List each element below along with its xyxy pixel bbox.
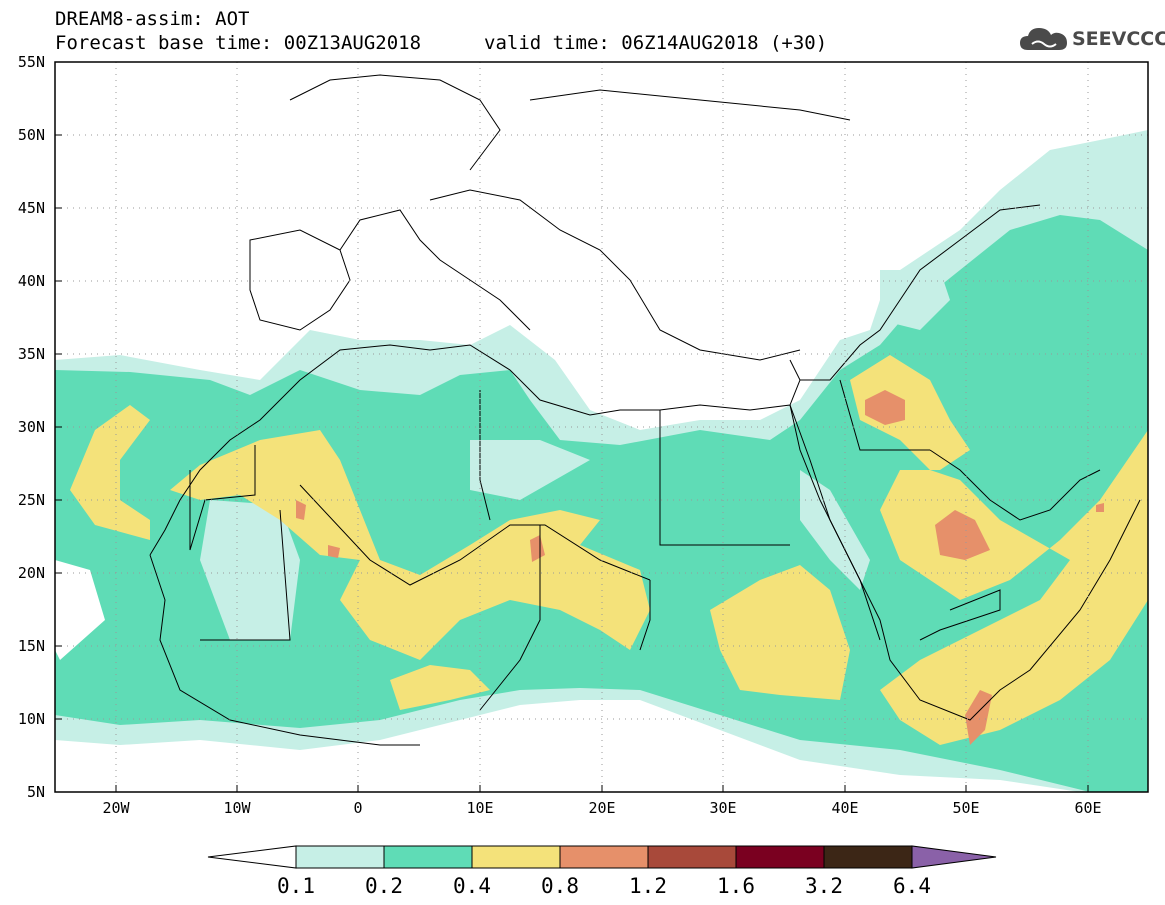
colorbar-label: 0.2 <box>365 874 403 898</box>
aot-field <box>55 74 1148 792</box>
lat-label: 15N <box>17 637 45 655</box>
aot-level-0.4-c <box>390 665 490 710</box>
colorbar-bin-1 <box>295 845 385 869</box>
lat-label: 35N <box>17 345 45 363</box>
colorbar-bin-6 <box>735 845 825 869</box>
colorbar-label: 6.4 <box>893 874 931 898</box>
lon-label: 10E <box>466 799 494 817</box>
lon-label: 40E <box>831 799 859 817</box>
lon-label: 20E <box>588 799 616 817</box>
lat-label: 25N <box>17 491 45 509</box>
lat-label: 55N <box>17 53 45 71</box>
lon-label: 0 <box>353 799 363 817</box>
colorbar-under-arrow <box>207 845 297 869</box>
aot-level-0.4-a <box>70 405 150 540</box>
lat-label: 50N <box>17 126 45 144</box>
colorbar-bin-2 <box>383 845 473 869</box>
lat-label: 30N <box>17 418 45 436</box>
lon-label: 20W <box>102 799 130 817</box>
aot-level-0.8-c <box>296 500 306 520</box>
lon-label: 30E <box>709 799 737 817</box>
lat-label: 20N <box>17 564 45 582</box>
coastlines <box>149 74 1141 746</box>
colorbar-bin-5 <box>647 845 737 869</box>
aot-level-0.8-a <box>865 390 905 425</box>
colorbar-label: 0.1 <box>277 874 315 898</box>
colorbar-label: 0.4 <box>453 874 491 898</box>
aot-level-0.4-b <box>170 430 650 660</box>
valid-time: valid time: 06Z14AUG2018 (+30) <box>484 32 828 54</box>
lat-label: 40N <box>17 272 45 290</box>
seevccc-logo: SEEVCCC <box>1018 24 1165 54</box>
chart-title: DREAM8-assim: AOT <box>55 8 250 30</box>
aot-level-0.4-e <box>850 355 1148 745</box>
axis-ticks <box>55 61 1089 793</box>
aot-level-0.4-d <box>710 565 850 700</box>
logo-text: SEEVCCC <box>1072 28 1165 50</box>
aot-level-0.8-f <box>965 690 992 745</box>
cloud-icon <box>1020 28 1067 50</box>
aot-level-0.8-b <box>935 510 990 560</box>
colorbar-label: 1.6 <box>717 874 755 898</box>
aot-level-0.8-e <box>530 535 545 562</box>
aot-level-0.8-g <box>1096 503 1104 512</box>
lat-label: 45N <box>17 199 45 217</box>
colorbar-label: 3.2 <box>805 874 843 898</box>
lon-label: 60E <box>1074 799 1102 817</box>
colorbar <box>207 845 997 869</box>
lon-label: 10W <box>223 799 251 817</box>
lat-label: 5N <box>26 783 45 801</box>
aot-level-0.2 <box>55 215 1148 792</box>
colorbar-label: 0.8 <box>541 874 579 898</box>
aot-level-0.8-d <box>328 545 340 558</box>
forecast-base-time: Forecast base time: 00Z13AUG2018 <box>55 32 422 54</box>
colorbar-label: 1.2 <box>629 874 667 898</box>
grid-lines <box>55 62 1148 792</box>
colorbar-bin-3 <box>471 845 561 869</box>
colorbar-bin-7 <box>823 845 913 869</box>
lat-label: 10N <box>17 710 45 728</box>
lon-label: 50E <box>952 799 980 817</box>
colorbar-over-arrow <box>911 845 997 869</box>
colorbar-bin-4 <box>559 845 649 869</box>
